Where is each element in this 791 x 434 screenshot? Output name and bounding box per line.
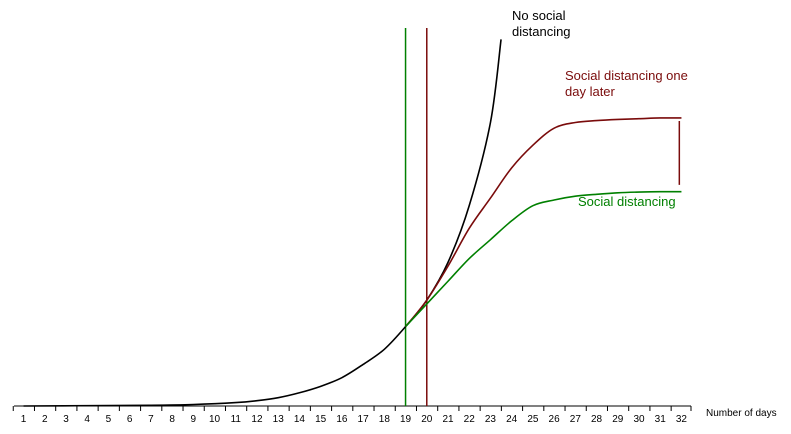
x-tick-label: 13 bbox=[273, 414, 285, 425]
x-tick-label: 12 bbox=[251, 414, 263, 425]
series-labels: No social distancing Social distancing one… bbox=[512, 8, 688, 209]
x-tick-label: 16 bbox=[336, 414, 348, 425]
x-tick-label: 31 bbox=[655, 414, 667, 425]
x-axis-label: Number of days bbox=[706, 408, 777, 419]
series-no-social-distancing-line bbox=[23, 39, 502, 407]
x-tick-label: 26 bbox=[549, 414, 561, 425]
x-tick-label: 23 bbox=[485, 414, 497, 425]
x-tick-label: 8 bbox=[169, 414, 175, 425]
x-tick-label: 27 bbox=[570, 414, 582, 425]
x-tick-label: 10 bbox=[209, 414, 221, 425]
series-social-distancing-line bbox=[404, 190, 682, 328]
x-tick-label: 6 bbox=[127, 414, 133, 425]
x-tick-label: 25 bbox=[527, 414, 539, 425]
x-tick-label: 19 bbox=[400, 414, 412, 425]
x-tick-label: 18 bbox=[379, 414, 391, 425]
x-tick-label: 32 bbox=[676, 414, 688, 425]
series-social-distancing-one-day-later-line bbox=[404, 117, 682, 328]
x-tick-label: 9 bbox=[191, 414, 197, 425]
x-tick-label: 7 bbox=[148, 414, 154, 425]
x-tick-label: 1 bbox=[21, 414, 27, 425]
x-tick-label: 20 bbox=[421, 414, 433, 425]
series-social-distancing-one-day-later-label: Social distancing one day later bbox=[565, 68, 688, 99]
x-tick-label: 15 bbox=[315, 414, 327, 425]
x-axis-ticks: 1 2 3 4 5 6 7 8 9 10 11 12 13 14 15 16 17 18 19 20 21 22 23 24 2… bbox=[12, 406, 692, 425]
x-tick-label: 28 bbox=[591, 414, 603, 425]
x-tick-label: 3 bbox=[63, 414, 69, 425]
x-tick-label: 4 bbox=[84, 414, 90, 425]
x-tick-label: 14 bbox=[294, 414, 306, 425]
series-lines bbox=[23, 39, 682, 407]
x-tick-label: 24 bbox=[506, 414, 518, 425]
vertical-markers bbox=[404, 28, 428, 406]
x-tick-label: 22 bbox=[464, 414, 476, 425]
x-tick-label: 5 bbox=[106, 414, 112, 425]
x-tick-label: 17 bbox=[358, 414, 370, 425]
x-tick-label: 21 bbox=[442, 414, 454, 425]
x-tick-label: 2 bbox=[42, 414, 48, 425]
x-tick-label: 30 bbox=[633, 414, 645, 425]
x-tick-label: 29 bbox=[612, 414, 624, 425]
series-no-social-distancing-label: No social distancing bbox=[512, 8, 571, 39]
series-social-distancing-label: Social distancing bbox=[578, 194, 676, 209]
x-tick-label: 11 bbox=[231, 414, 242, 425]
